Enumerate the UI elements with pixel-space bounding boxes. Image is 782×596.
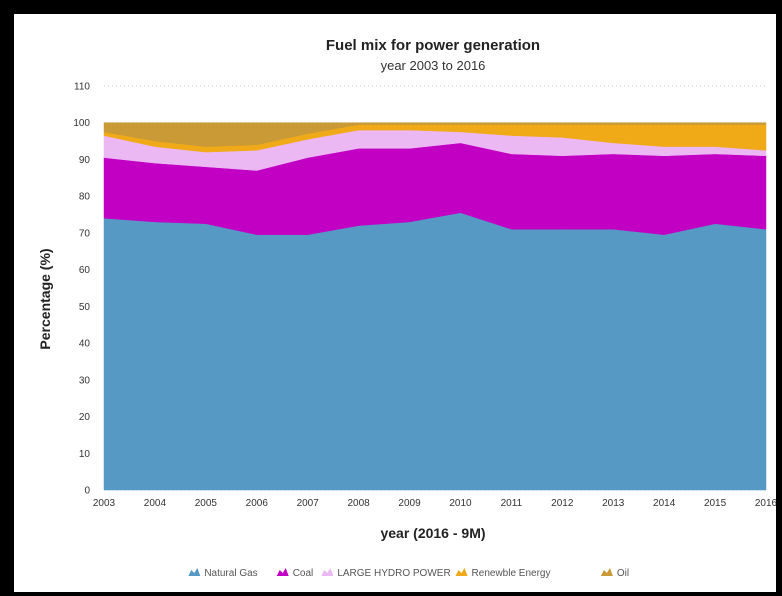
y-tick-label: 0 [84,486,90,497]
legend-item-natural-gas[interactable]: Natural Gas [188,568,258,579]
y-tick-label: 20 [79,412,91,423]
y-tick-label: 70 [79,228,91,239]
x-tick-label: 2012 [551,498,574,509]
legend: Natural Gas Coal LARGE HYDRO POWER Renewble… [188,568,629,579]
x-tick-label: 2009 [398,498,421,509]
x-tick-label: 2008 [347,498,370,509]
legend-label: LARGE HYDRO POWER [337,568,450,579]
legend-label: Coal [293,568,314,579]
y-tick-label: 40 [79,339,91,350]
y-axis-title: Percentage (%) [37,248,53,349]
legend-item-renewble-energy[interactable]: Renewble Energy [455,568,551,579]
x-tick-label: 2004 [144,498,167,509]
y-tick-label: 30 [79,375,91,386]
legend-item-coal[interactable]: Coal [276,568,314,579]
legend-label: Oil [617,568,629,579]
y-tick-label: 50 [79,302,91,313]
legend-label: Natural Gas [204,568,257,579]
x-tick-label: 2016 [755,498,776,509]
area-natural-gas [103,212,767,491]
y-tick-label: 110 [74,82,90,93]
x-axis-title: year (2016 - 9M) [380,525,485,541]
x-axis-ticks: 2003 2004 2005 2006 2007 2008 2009 2010 2011 2012… [93,498,776,509]
chart-frame: Fuel mix for power generation year 2003 … [14,14,776,592]
x-tick-label: 2014 [653,498,676,509]
x-tick-label: 2007 [297,498,320,509]
x-tick-label: 2003 [93,498,116,509]
y-tick-label: 90 [79,155,91,166]
y-tick-label: 80 [79,192,91,203]
y-tick-label: 100 [73,118,90,129]
x-tick-label: 2011 [501,498,523,509]
stacked-areas [103,122,767,491]
legend-swatch-icon [321,568,334,576]
legend-swatch-icon [276,568,289,576]
chart-title: Fuel mix for power generation [326,37,540,54]
legend-swatch-icon [188,568,201,576]
fuel-mix-chart: Fuel mix for power generation year 2003 … [37,37,776,579]
legend-item-large-hydro-power[interactable]: LARGE HYDRO POWER [321,568,451,579]
legend-label: Renewble Energy [472,568,551,579]
x-tick-label: 2015 [704,498,727,509]
x-tick-label: 2006 [246,498,269,509]
x-tick-label: 2010 [449,498,472,509]
x-tick-label: 2013 [602,498,625,509]
area-oil [103,122,767,147]
y-tick-label: 60 [79,265,91,276]
legend-swatch-icon [600,568,613,576]
y-axis-ticks: 0 10 20 30 40 50 60 70 80 90 100 110 [73,82,90,497]
chart-subtitle: year 2003 to 2016 [381,58,486,73]
y-tick-label: 10 [79,449,91,460]
legend-item-oil[interactable]: Oil [600,568,629,579]
x-tick-label: 2005 [195,498,218,509]
legend-swatch-icon [455,568,468,576]
